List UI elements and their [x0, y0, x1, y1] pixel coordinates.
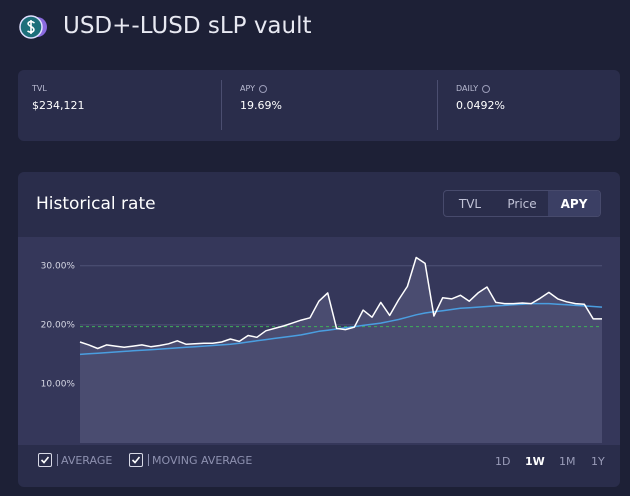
range-button[interactable]: 1M [559, 455, 576, 468]
stat: TVL $234,121 [32, 84, 85, 112]
stat-label-row: TVL [32, 84, 85, 93]
checkmark [131, 456, 141, 464]
vault-icon [19, 15, 47, 39]
stats-card [18, 70, 620, 141]
tab[interactable]: TVL [458, 196, 482, 211]
range-button[interactable]: 1W [525, 455, 545, 468]
stat-value: 19.69% [240, 99, 282, 112]
info-icon[interactable] [482, 84, 491, 93]
area [80, 257, 602, 443]
separator [148, 454, 149, 466]
y-tick-label: 10.00% [41, 379, 76, 389]
chart: 10.00% 20.00% 30.00% [18, 237, 620, 445]
page-title: USD+-LUSD sLP vault [63, 13, 312, 39]
stat-label-row: DAILY [456, 84, 505, 93]
stat-label: APY [240, 84, 256, 93]
checkbox[interactable] [129, 453, 143, 467]
stat-label: DAILY [456, 84, 479, 93]
separator [57, 454, 58, 466]
range-button[interactable]: 1D [495, 455, 511, 468]
tab[interactable]: Price [507, 196, 537, 211]
info-icon[interactable] [259, 84, 268, 93]
tab[interactable]: APY [548, 191, 600, 216]
tabs: TVL Price APY [443, 190, 601, 217]
legend-item: MOVING AVERAGE [129, 453, 252, 467]
line [79, 256, 602, 350]
range-button[interactable]: 1Y [591, 455, 605, 468]
stat-value: $234,121 [32, 99, 85, 112]
divider [437, 80, 438, 130]
stat: APY 19.69% [240, 84, 282, 112]
divider [221, 80, 222, 130]
stat-label: TVL [32, 84, 47, 93]
stat: DAILY 0.0492% [456, 84, 505, 112]
panel-title: Historical rate [36, 194, 156, 214]
stat-label-row: APY [240, 84, 282, 93]
stat-value: 0.0492% [456, 99, 505, 112]
checkbox[interactable] [38, 453, 52, 467]
y-tick-label: 30.00% [41, 261, 76, 271]
legend-item: AVERAGE [38, 453, 112, 467]
checkmark [40, 456, 50, 464]
legend-label: MOVING AVERAGE [152, 453, 253, 467]
legend-label: AVERAGE [61, 453, 113, 467]
y-tick-label: 20.00% [41, 320, 76, 330]
